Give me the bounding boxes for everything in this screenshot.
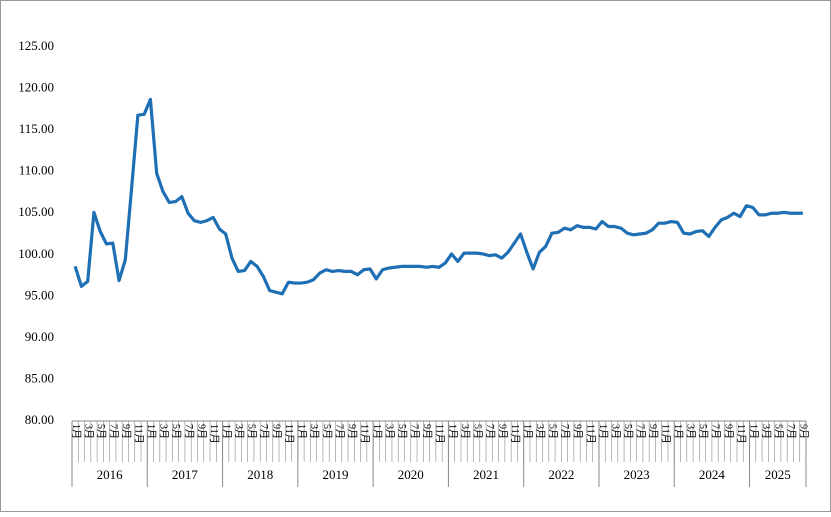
group-label: 2021 <box>473 467 499 482</box>
x-tick-label: 3月 <box>685 424 697 439</box>
x-tick-label: 7月 <box>333 424 345 439</box>
x-tick-label: 3月 <box>609 424 621 439</box>
x-tick-label: 5月 <box>245 424 257 439</box>
x-tick-label: 3月 <box>308 424 320 439</box>
x-tick-label: 3月 <box>459 424 471 439</box>
x-tick-label: 5月 <box>697 424 709 439</box>
x-tick-label: 9月 <box>120 424 132 439</box>
x-tick-label: 11月 <box>283 424 295 444</box>
x-tick-label: 9月 <box>572 424 584 439</box>
x-tick-label: 11月 <box>434 424 446 444</box>
x-tick-label: 5月 <box>396 424 408 439</box>
x-tick-label: 11月 <box>509 424 521 444</box>
x-tick-label: 1月 <box>747 424 759 439</box>
x-tick-label: 5月 <box>547 424 559 439</box>
x-tick-label: 1月 <box>522 424 534 439</box>
data-line <box>73 97 803 296</box>
x-tick-label: 9月 <box>496 424 508 439</box>
group-label: 2020 <box>398 467 424 482</box>
group-label: 2017 <box>172 467 199 482</box>
x-tick-label: 1月 <box>446 424 458 439</box>
x-tick-label: 5月 <box>622 424 634 439</box>
x-tick-label: 7月 <box>710 424 722 439</box>
x-tick-label: 1月 <box>672 424 684 439</box>
x-tick-label: 7月 <box>409 424 421 439</box>
x-tick-label: 9月 <box>722 424 734 439</box>
y-tick-label: 110.00 <box>19 163 54 178</box>
x-tick-label: 3月 <box>534 424 546 439</box>
x-tick-label: 7月 <box>258 424 270 439</box>
group-label: 2024 <box>699 467 726 482</box>
y-tick-label: 125.00 <box>18 38 54 53</box>
group-label: 2025 <box>765 467 791 482</box>
x-tick-label: 5月 <box>95 424 107 439</box>
x-tick-label: 7月 <box>559 424 571 439</box>
x-tick-label: 9月 <box>346 424 358 439</box>
x-tick-label: 1月 <box>296 424 308 439</box>
y-tick-label: 90.00 <box>25 329 54 344</box>
x-tick-label: 3月 <box>760 424 772 439</box>
x-tick-label: 11月 <box>208 424 220 444</box>
y-tick-label: 85.00 <box>25 370 54 385</box>
x-tick-label: 11月 <box>133 424 145 444</box>
x-tick-label: 9月 <box>195 424 207 439</box>
x-tick-label: 7月 <box>634 424 646 439</box>
x-tick-label: 1月 <box>597 424 609 439</box>
y-tick-label: 115.00 <box>19 121 54 136</box>
y-tick-label: 105.00 <box>18 204 54 219</box>
y-tick-label: 100.00 <box>18 246 54 261</box>
x-tick-label: 3月 <box>384 424 396 439</box>
x-tick-label: 3月 <box>233 424 245 439</box>
x-tick-label: 9月 <box>421 424 433 439</box>
group-label: 2019 <box>322 467 348 482</box>
x-tick-label: 1月 <box>70 424 82 439</box>
x-tick-label: 5月 <box>170 424 182 439</box>
x-tick-label: 5月 <box>772 424 784 439</box>
group-label: 2016 <box>97 467 124 482</box>
x-tick-label: 11月 <box>584 424 596 444</box>
x-tick-label: 7月 <box>107 424 119 439</box>
group-label: 2018 <box>247 467 273 482</box>
x-tick-label: 5月 <box>471 424 483 439</box>
x-tick-label: 5月 <box>321 424 333 439</box>
x-tick-label: 9月 <box>271 424 283 439</box>
y-tick-label: 120.00 <box>18 80 54 95</box>
x-tick-label: 9月 <box>798 424 810 439</box>
y-tick-label: 80.00 <box>25 412 54 427</box>
x-tick-label: 11月 <box>735 424 747 444</box>
x-tick-label: 3月 <box>82 424 94 439</box>
x-tick-label: 1月 <box>371 424 383 439</box>
x-tick-label: 11月 <box>358 424 370 444</box>
group-label: 2022 <box>548 467 574 482</box>
x-tick-label: 3月 <box>158 424 170 439</box>
y-tick-label: 95.00 <box>25 287 54 302</box>
x-tick-label: 7月 <box>484 424 496 439</box>
x-tick-label: 11月 <box>660 424 672 444</box>
x-tick-label: 7月 <box>785 424 797 439</box>
x-tick-label: 1月 <box>220 424 232 439</box>
group-label: 2023 <box>624 467 650 482</box>
x-tick-label: 9月 <box>647 424 659 439</box>
x-tick-label: 7月 <box>183 424 195 439</box>
x-tick-label: 1月 <box>145 424 157 439</box>
